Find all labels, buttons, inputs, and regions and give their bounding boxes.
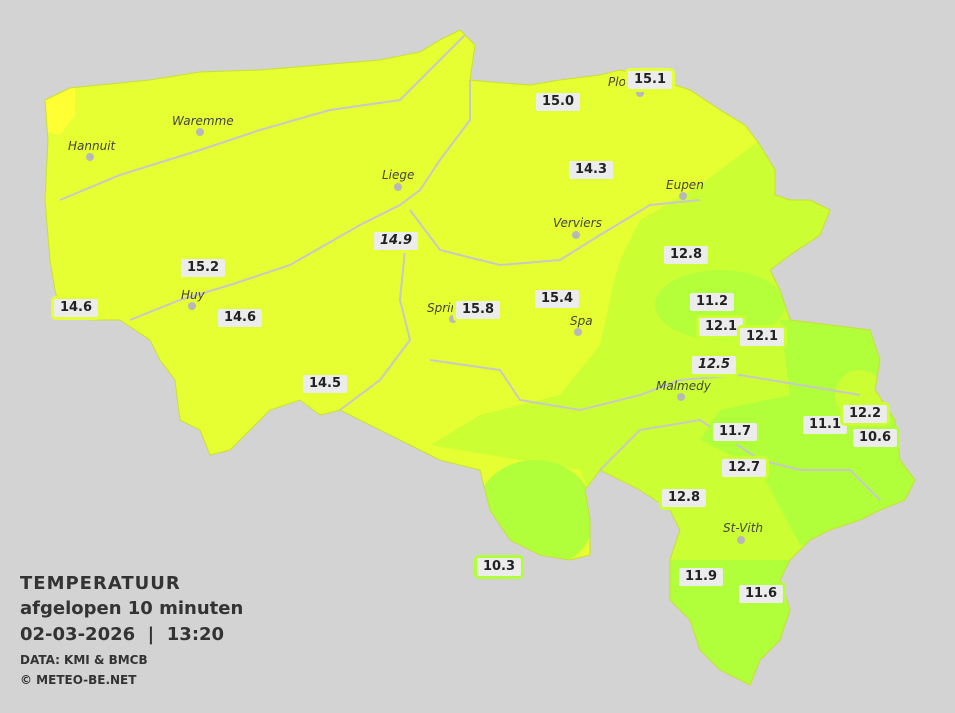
city-dot bbox=[636, 89, 644, 97]
map-title: TEMPERATUUR bbox=[20, 573, 181, 594]
station-value: 14.6 bbox=[214, 306, 266, 330]
city-label-liege: Liege bbox=[382, 168, 415, 182]
station-value: 12.8 bbox=[660, 243, 712, 267]
city-label-huy: Huy bbox=[181, 288, 205, 302]
city-dot bbox=[679, 192, 687, 200]
station-value: 10.3 bbox=[473, 555, 525, 579]
city-label-st-vith: St-Vith bbox=[723, 521, 764, 535]
city-dot bbox=[677, 393, 685, 401]
city-label-verviers: Verviers bbox=[553, 216, 602, 230]
station-value: 12.8 bbox=[658, 486, 710, 510]
city-dot bbox=[394, 183, 402, 191]
copyright: © METEO-BE.NET bbox=[20, 673, 137, 687]
city-dot bbox=[196, 128, 204, 136]
rivers bbox=[59, 34, 881, 501]
city-label-spa: Spa bbox=[570, 314, 593, 328]
city-dot bbox=[574, 328, 582, 336]
data-source: DATA: KMI & BMCB bbox=[20, 653, 148, 667]
station-value: 15.4 bbox=[531, 287, 583, 311]
station-value: 11.6 bbox=[735, 582, 787, 606]
city-dot bbox=[188, 302, 196, 310]
station-value: 12.1 bbox=[736, 325, 788, 349]
station-value: 11.2 bbox=[686, 290, 738, 314]
station-value: 15.1 bbox=[624, 68, 676, 92]
station-value: 14.3 bbox=[565, 158, 617, 182]
station-value: 11.7 bbox=[709, 420, 761, 444]
river-ourthe bbox=[339, 249, 412, 411]
city-label-malmedy: Malmedy bbox=[656, 379, 711, 393]
province-border bbox=[44, 29, 916, 686]
station-value: 15.8 bbox=[452, 298, 504, 322]
station-value-estimated: 14.9 bbox=[370, 229, 422, 253]
city-dot bbox=[737, 536, 745, 544]
city-label-hannuit: Hannuit bbox=[68, 139, 116, 153]
station-value: 12.2 bbox=[839, 402, 891, 426]
city-label-waremme: Waremme bbox=[172, 114, 234, 128]
river bbox=[59, 34, 466, 201]
station-value: 11.9 bbox=[675, 565, 727, 589]
city-label-eupen: Eupen bbox=[666, 178, 704, 192]
city-label-plombieres: Plo bbox=[608, 75, 626, 89]
city-dot bbox=[86, 153, 94, 161]
map-datetime: 02-03-2026 | 13:20 bbox=[20, 624, 225, 645]
station-value: 14.6 bbox=[50, 296, 102, 320]
river-ambleve bbox=[429, 359, 861, 412]
city-dot bbox=[572, 231, 580, 239]
station-value: 15.2 bbox=[177, 256, 229, 280]
station-value: 12.7 bbox=[718, 456, 770, 480]
river-meuse bbox=[129, 80, 471, 321]
map-subtitle: afgelopen 10 minuten bbox=[20, 598, 244, 619]
station-value: 10.6 bbox=[849, 426, 901, 450]
station-value: 15.0 bbox=[532, 90, 584, 114]
river-vesdre bbox=[409, 199, 701, 267]
station-value: 14.5 bbox=[299, 372, 351, 396]
station-value-estimated: 12.5 bbox=[688, 353, 740, 377]
city-label-sprimont: Sprin bbox=[427, 301, 459, 315]
map-legend: TEMPERATUUR afgelopen 10 minuten 02-03-2… bbox=[20, 572, 243, 690]
